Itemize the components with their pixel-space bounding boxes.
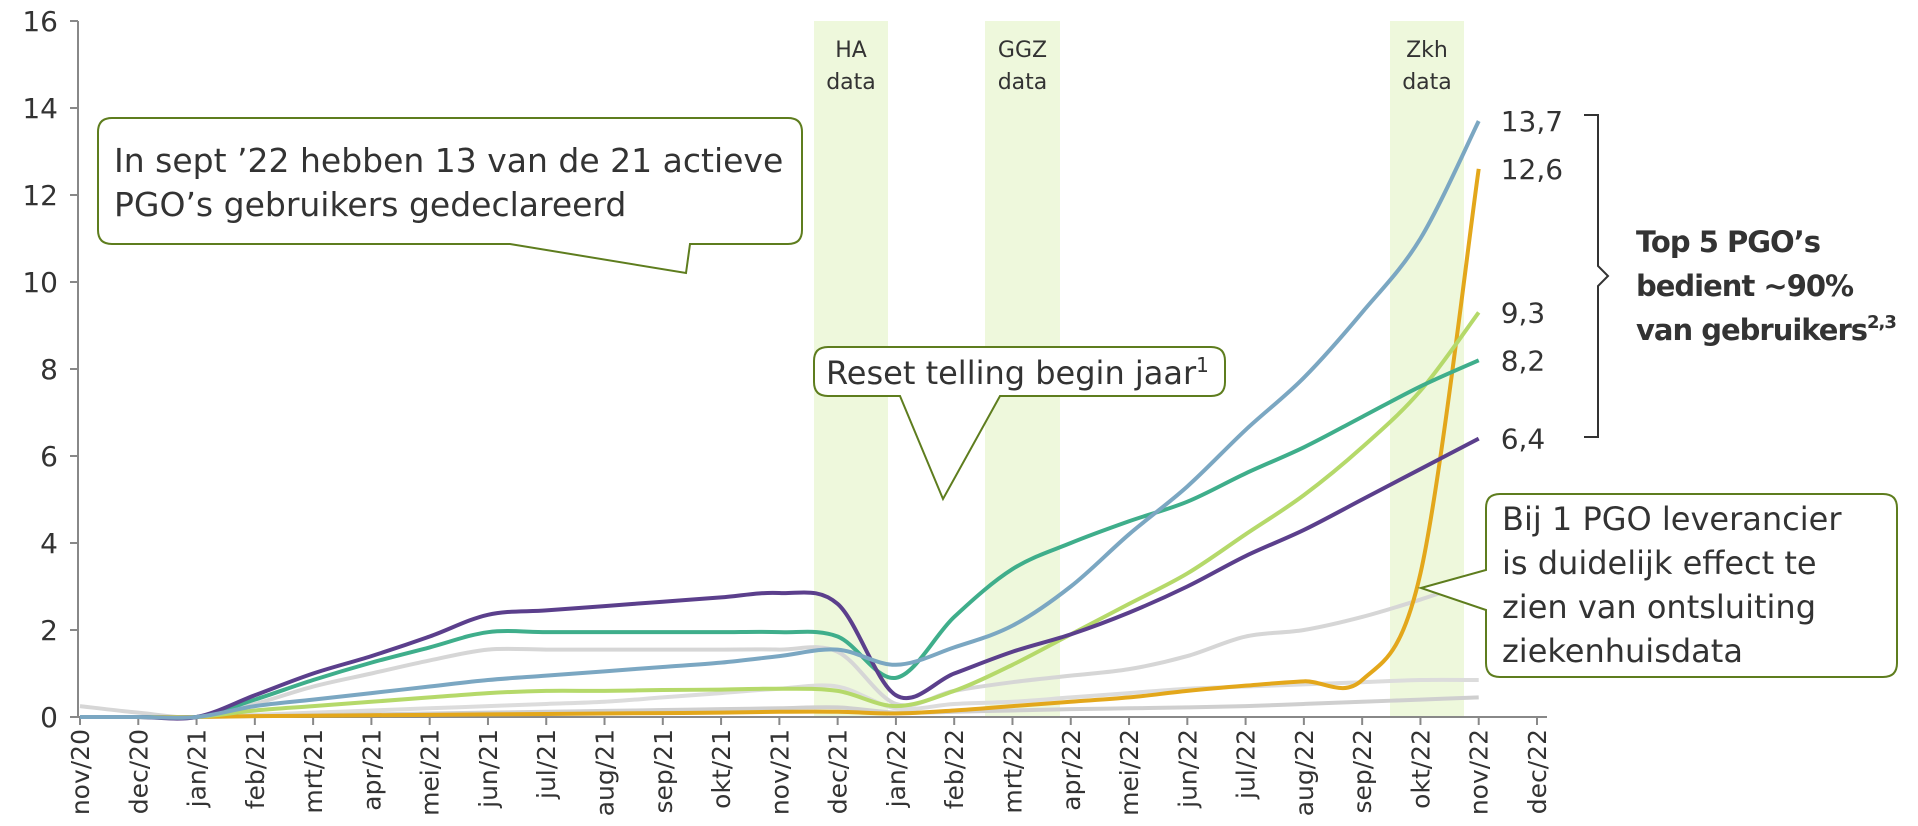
series-line [79,578,1480,720]
x-tick-label: feb/21 [241,729,270,809]
bracket [1584,114,1610,438]
y-tick-label: 8 [40,353,58,386]
bracket-text: van gebruikers2,3 [1636,312,1896,347]
callout-text: Reset telling begin jaar1 [826,353,1209,392]
x-tick-label: dec/21 [824,729,853,814]
y-tick-label: 14 [22,92,58,125]
band-label: Zkh [1406,38,1448,63]
series-line [79,358,1480,721]
bracket-text: bedient ~90% [1636,269,1854,303]
y-tick-label: 10 [22,266,58,299]
x-tick-label: aug/22 [1290,729,1319,816]
x-tick-label: nov/21 [765,729,794,815]
x-tick-label: dec/20 [124,729,153,814]
y-tick-label: 4 [40,527,58,560]
band-label: data [1402,70,1452,95]
x-tick-label: dec/22 [1523,729,1552,814]
callout-text: ziekenhuisdata [1502,632,1743,670]
end-label: 6,4 [1501,423,1546,456]
x-tick-label: okt/22 [1406,729,1435,809]
callout-text: Reset telling begin jaar [826,354,1197,392]
x-tick-label: okt/21 [707,729,736,809]
bracket-text: Top 5 PGO’s [1636,225,1820,259]
x-tick-label: jul/21 [532,729,561,800]
callout-text: zien van ontsluiting [1502,588,1816,626]
band-label: data [998,70,1048,95]
y-tick-label: 2 [40,614,58,647]
y-tick-label: 12 [22,179,58,212]
x-tick-label: jan/21 [183,729,212,808]
x-tick-label: jun/21 [474,729,503,809]
x-tick-label: aug/21 [591,729,620,816]
series-line [79,436,1480,721]
callout-text: In sept ’22 hebben 13 van de 21 actieve [114,141,783,180]
x-tick-label: mrt/22 [998,729,1027,814]
callout-box [813,346,1226,502]
end-label: 8,2 [1501,344,1546,377]
end-label: 12,6 [1501,153,1563,186]
callout-text: is duidelijk effect te [1502,544,1817,582]
band-label: data [826,70,876,95]
y-tick-label: 0 [40,701,58,734]
callout-box [97,117,803,275]
band-label: GGZ [998,38,1047,63]
x-tick-label: sep/22 [1348,729,1377,814]
x-tick-label: mei/21 [416,729,445,816]
callout-text: Bij 1 PGO leverancier [1502,500,1842,538]
x-tick-label: jul/22 [1232,729,1261,800]
x-tick-label: sep/21 [649,729,678,814]
bracket-text: van gebruikers [1636,313,1867,347]
superscript: 2,3 [1867,312,1896,333]
band-label: HA [835,38,867,63]
series-line [79,120,1481,720]
bracket-text: bedient ~90% [1636,269,1854,303]
x-tick-label: jun/22 [1173,729,1202,809]
x-tick-label: apr/21 [357,729,386,811]
x-tick-label: nov/20 [66,729,95,815]
x-tick-label: jan/22 [882,729,911,808]
end-label: 13,7 [1501,105,1563,138]
end-label: 9,3 [1501,296,1546,329]
y-tick-label: 16 [22,5,58,38]
callout-box [1417,493,1898,678]
x-tick-label: feb/22 [940,729,969,809]
series-line [79,311,1481,720]
superscript: 1 [1196,353,1209,377]
bracket-text: Top 5 PGO’s [1636,225,1820,259]
series-line [79,168,1481,720]
callout-text: PGO’s gebruikers gedeclareerd [114,185,626,224]
x-tick-label: mrt/21 [299,729,328,814]
x-tick-label: nov/22 [1465,729,1494,815]
x-tick-label: mei/22 [1115,729,1144,816]
y-tick-label: 6 [40,440,58,473]
x-tick-label: apr/22 [1057,729,1086,811]
